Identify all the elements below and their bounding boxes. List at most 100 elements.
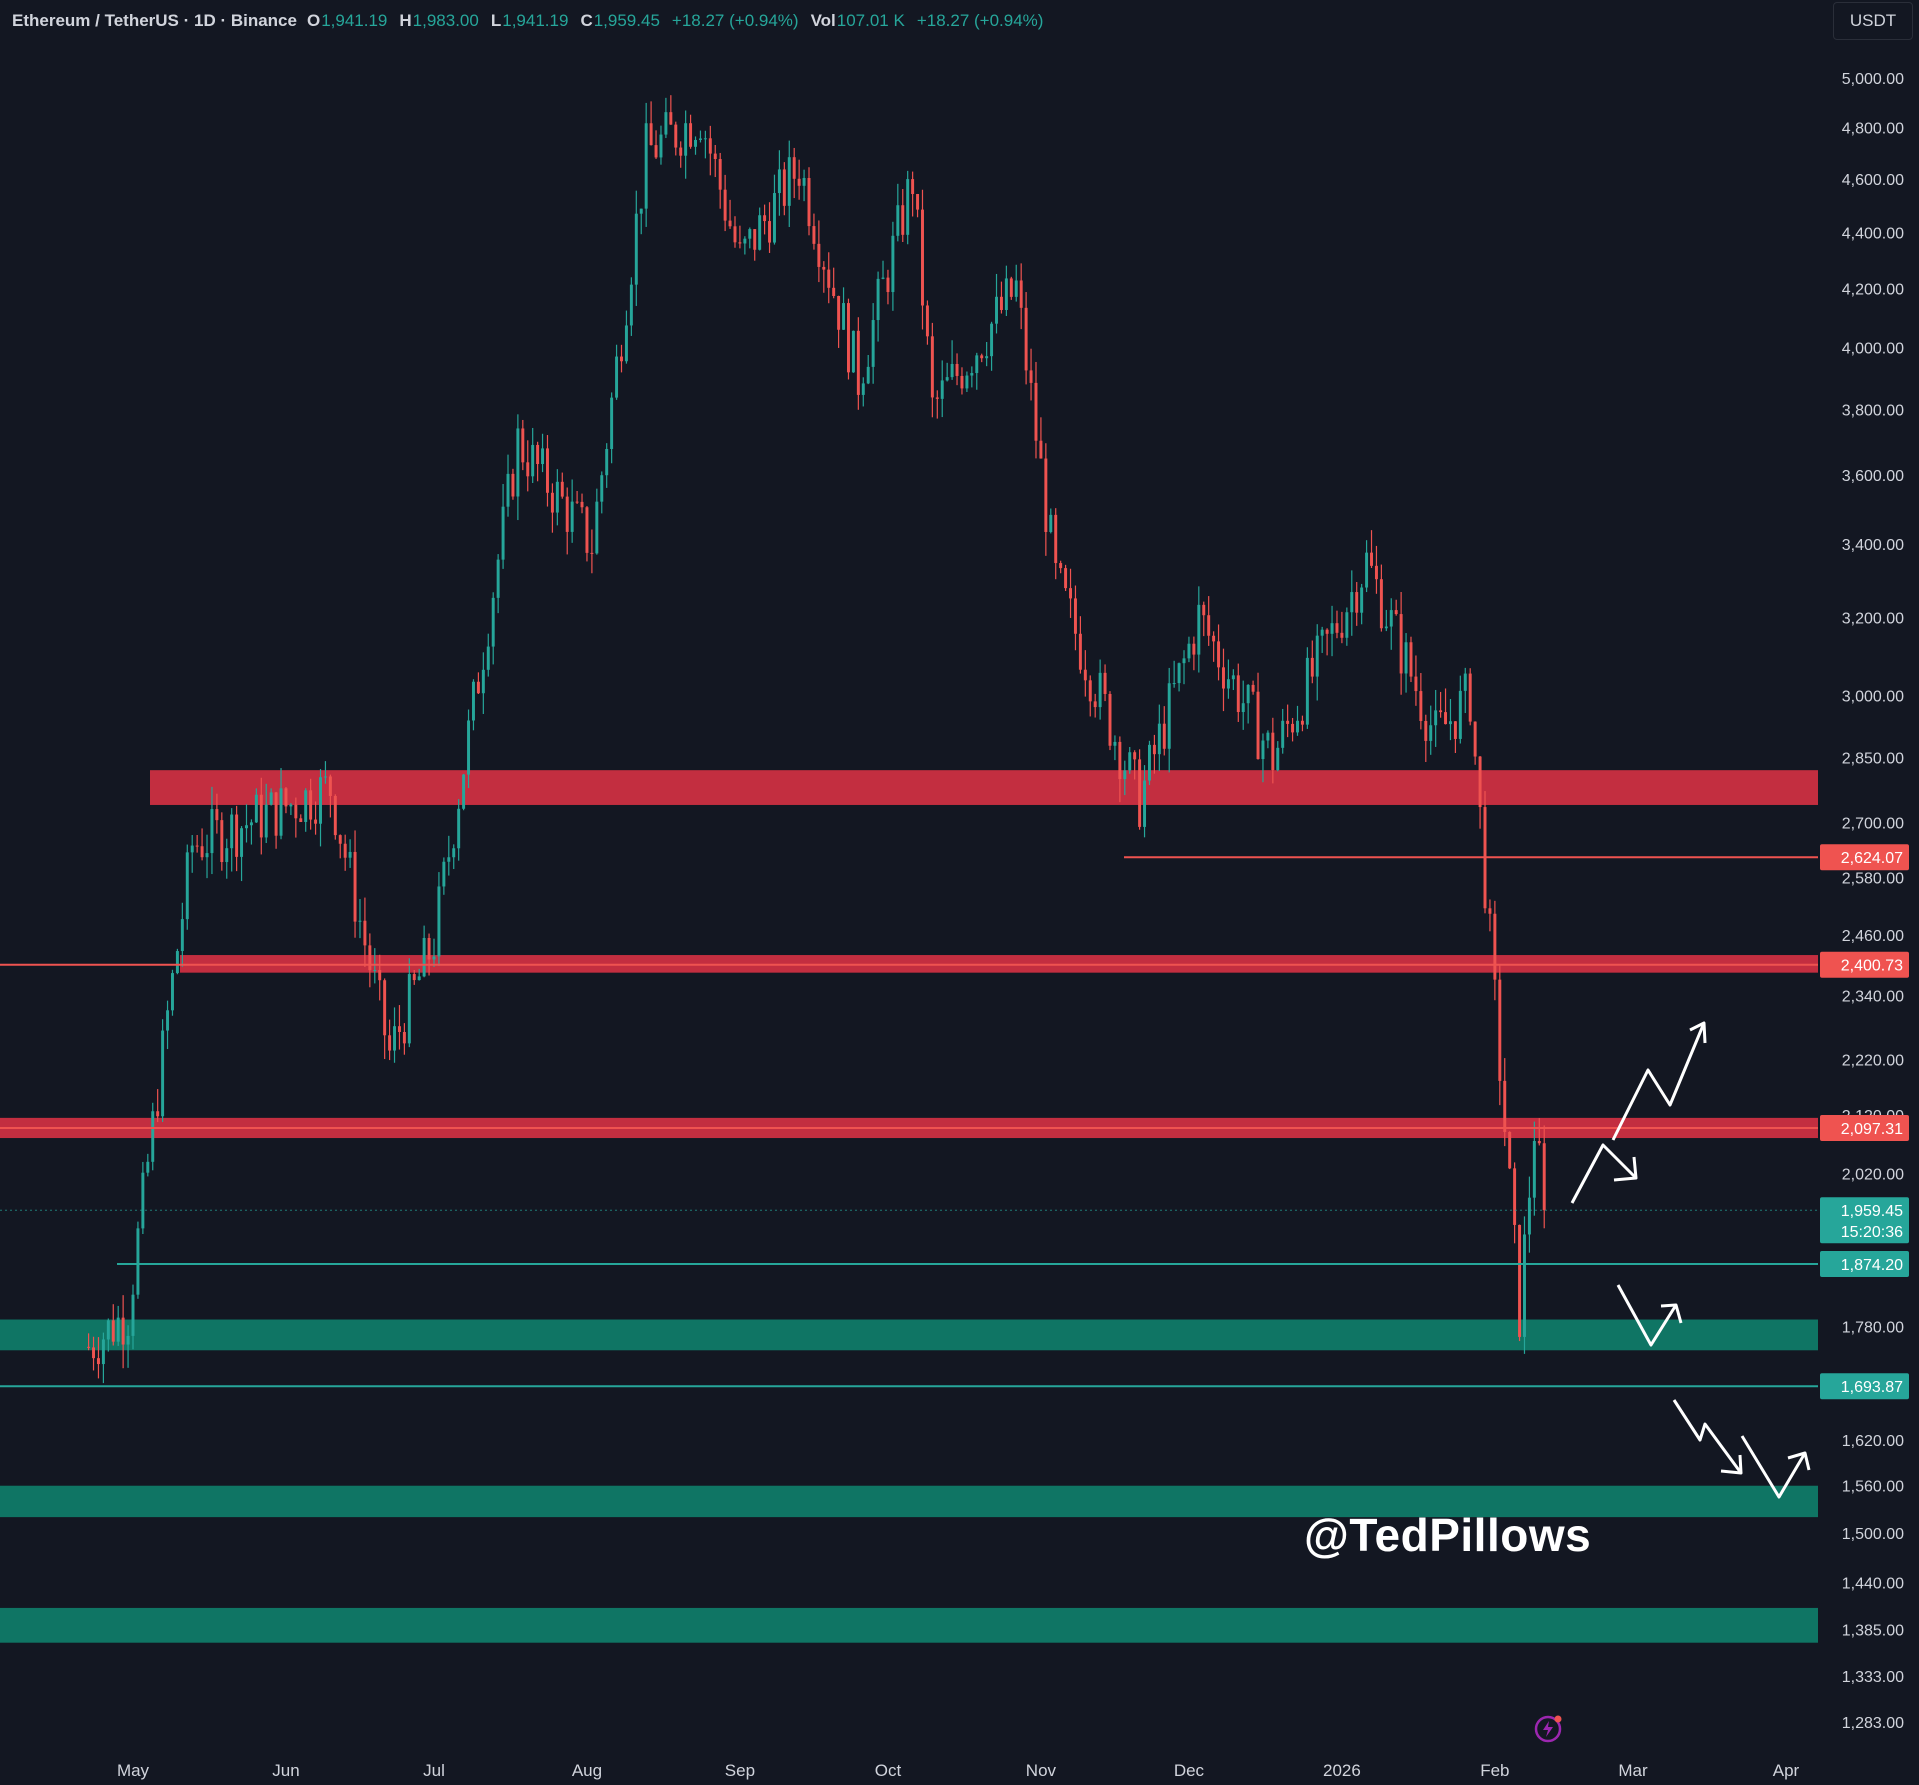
candle-body [1399,614,1403,674]
candle-body [600,475,604,502]
candle-body [1296,720,1299,733]
candle-body [792,157,796,179]
x-axis-tick: Dec [1174,1761,1205,1780]
candle-body [1414,676,1418,692]
candle-body [728,220,732,227]
candle-body [1044,458,1048,533]
candle-body [299,818,303,823]
candle-body [772,193,776,243]
candle-body [916,193,920,210]
candle-body [876,278,880,321]
candle-body [170,973,174,1011]
candle-body [565,496,569,532]
symbol-title[interactable]: Ethereum / TetherUS · 1D · Binance [12,11,297,30]
candle-body [536,444,540,465]
candle-body [713,153,717,160]
candle-body [1493,913,1497,980]
candle-body [1355,592,1359,613]
currency-button[interactable]: USDT [1833,2,1913,40]
candle-body [1083,669,1087,681]
candle-body [156,1111,160,1117]
candle-body [1054,514,1058,564]
x-axis-tick: 2026 [1323,1761,1361,1780]
y-axis-tick: 2,020.00 [1842,1166,1904,1183]
candle-body [501,506,505,560]
candle-body [812,226,816,244]
candle-body [1192,643,1196,655]
y-axis-tick: 2,850.00 [1842,750,1904,767]
candle-body [126,1335,130,1345]
candle-body [1281,720,1285,748]
y-axis-tick: 4,600.00 [1842,172,1904,189]
candle-body [866,366,870,384]
candle-body [1108,693,1112,746]
candle-body [629,284,633,326]
candle-body [481,669,485,694]
candle-body [1532,1141,1536,1198]
y-axis-tick: 1,283.00 [1842,1715,1904,1732]
candle-body [1325,629,1329,634]
candle-body [990,323,994,357]
lightning-icon[interactable] [1532,1712,1564,1744]
candle-body [950,363,954,378]
price-level-badge [1820,1250,1909,1277]
candle-body [1212,635,1216,642]
candle-body [555,481,559,513]
candle-body [259,794,263,838]
candle-body [851,330,855,373]
candle-body [1286,720,1290,724]
candle-body [146,1161,150,1173]
candle-body [1157,723,1161,755]
candle-body [930,336,934,398]
volume-label: Vol [810,11,836,30]
y-axis-tick: 2,580.00 [1842,871,1904,888]
x-axis-tick: Nov [1026,1761,1057,1780]
candle-body [822,266,826,270]
candle-body [516,428,520,497]
candle-body [166,1010,170,1031]
candle-body [1453,721,1457,739]
candle-body [333,795,337,836]
candle-body [570,501,574,532]
candle-body [1029,370,1033,383]
candle-body [462,774,466,809]
candle-body [743,238,747,244]
candle-body [427,937,431,960]
candle-body [1187,643,1191,659]
y-axis-tick: 3,800.00 [1842,403,1904,420]
candle-body [407,974,411,1044]
candle-body [106,1320,110,1340]
candle-body [254,794,258,823]
candle-body [694,139,697,147]
y-axis-tick: 1,333.00 [1842,1669,1904,1686]
candle-body [111,1320,115,1342]
candle-body [1251,684,1255,692]
candle-body [842,303,846,330]
candle-body [1498,979,1502,1081]
y-axis-tick: 2,220.00 [1842,1052,1904,1069]
candle-body [1345,612,1349,638]
candle-body [393,1026,396,1051]
candle-body [151,1111,155,1162]
candle-body [417,976,421,981]
candle-body [1330,623,1334,634]
candle-body [314,819,318,824]
candle-body [378,970,382,981]
candle-body [348,851,352,858]
candle-body [121,1317,125,1345]
candle-body [412,974,416,981]
y-axis-tick: 3,600.00 [1842,468,1904,485]
candle-body [511,473,515,497]
candle-body [1429,725,1433,741]
candle-body [1014,280,1018,297]
candle-body [225,848,229,863]
candle-body [383,980,387,1036]
candle-body [891,235,895,293]
price-level-label: 2,400.73 [1841,958,1903,975]
candle-body [215,809,219,821]
candle-body [1503,1080,1507,1132]
candle-body [491,597,495,647]
scenario-arrow [1740,1435,1807,1499]
candle-body [723,189,727,221]
